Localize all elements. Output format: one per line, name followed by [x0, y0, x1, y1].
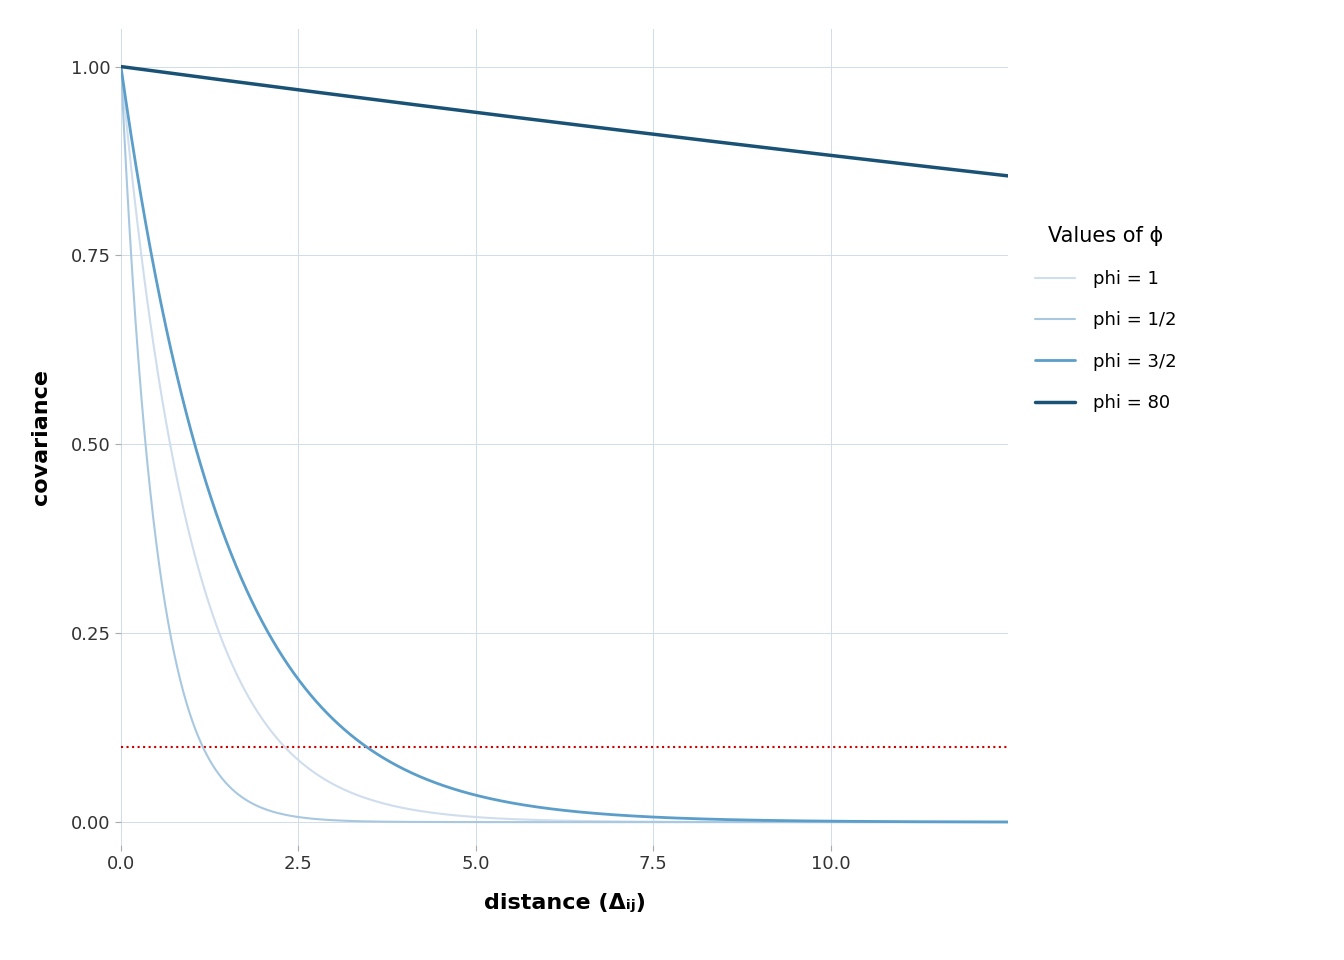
- phi = 3/2: [539, 803, 555, 814]
- phi = 1/2: [539, 816, 555, 828]
- phi = 80: [960, 165, 976, 177]
- phi = 80: [466, 107, 482, 118]
- Line: phi = 1: phi = 1: [121, 66, 1008, 822]
- phi = 80: [289, 84, 305, 95]
- phi = 1: [960, 816, 976, 828]
- phi = 1: [113, 60, 129, 72]
- X-axis label: distance (Δᵢⱼ): distance (Δᵢⱼ): [484, 893, 645, 913]
- phi = 1/2: [407, 816, 423, 828]
- phi = 3/2: [466, 789, 482, 801]
- Line: phi = 80: phi = 80: [121, 66, 1008, 176]
- phi = 1: [466, 811, 482, 823]
- phi = 1/2: [289, 811, 305, 823]
- phi = 3/2: [960, 816, 976, 828]
- phi = 1/2: [466, 816, 482, 828]
- phi = 1: [650, 816, 667, 828]
- Line: phi = 1/2: phi = 1/2: [121, 66, 1008, 822]
- phi = 3/2: [650, 811, 667, 823]
- phi = 80: [539, 115, 555, 127]
- phi = 1: [407, 804, 423, 816]
- phi = 80: [113, 60, 129, 72]
- phi = 1: [289, 754, 305, 765]
- phi = 1/2: [960, 816, 976, 828]
- phi = 3/2: [1000, 816, 1016, 828]
- phi = 1/2: [113, 60, 129, 72]
- phi = 1/2: [650, 816, 667, 828]
- phi = 80: [650, 130, 667, 141]
- Legend: phi = 1, phi = 1/2, phi = 3/2, phi = 80: phi = 1, phi = 1/2, phi = 3/2, phi = 80: [1025, 217, 1185, 421]
- phi = 1: [1000, 816, 1016, 828]
- Line: phi = 3/2: phi = 3/2: [121, 66, 1008, 822]
- phi = 80: [1000, 170, 1016, 181]
- Y-axis label: covariance: covariance: [31, 369, 51, 505]
- phi = 3/2: [407, 769, 423, 780]
- phi = 3/2: [113, 60, 129, 72]
- phi = 1/2: [1000, 816, 1016, 828]
- phi = 3/2: [289, 673, 305, 684]
- phi = 80: [407, 99, 423, 110]
- phi = 1: [539, 814, 555, 826]
